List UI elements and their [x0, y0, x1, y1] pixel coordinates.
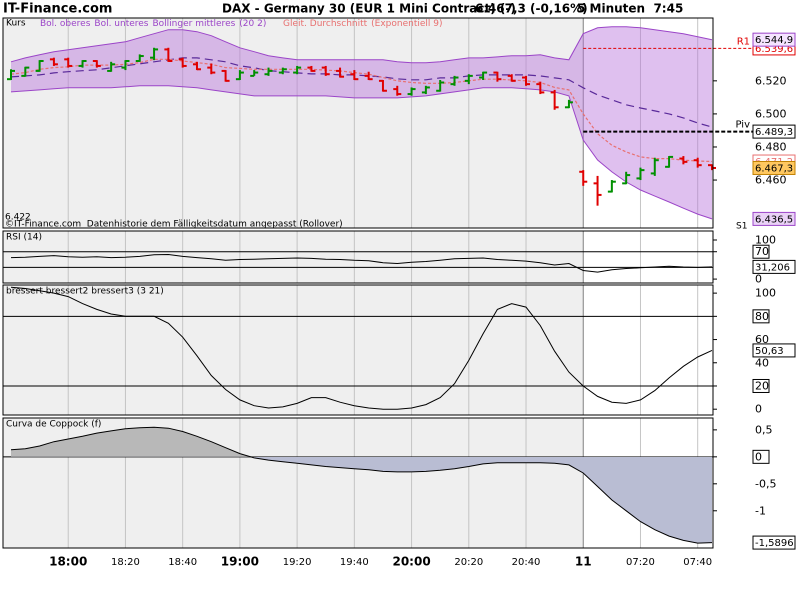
indicator-line	[10, 426, 713, 544]
y-tick-label: 40	[755, 356, 769, 369]
indicator-line	[10, 85, 713, 220]
x-tick-label: 20:40	[512, 557, 541, 568]
indicator-line	[10, 57, 713, 128]
panel-border	[2, 284, 714, 416]
y-tick-label: 60	[755, 333, 769, 346]
x-tick-label: 19:20	[283, 557, 312, 568]
x-tick-label: 19:40	[340, 557, 369, 568]
last-value-label: 50,63	[755, 346, 784, 357]
y-tick-label: 6.500	[755, 107, 787, 120]
pivot-name: R1	[737, 36, 750, 47]
pivot-name: Piv	[735, 120, 750, 131]
y-tick-box	[752, 244, 770, 259]
panel-label: Curva de Coppock (f)	[6, 420, 101, 430]
plot-background	[3, 18, 584, 228]
price-label: Kurs	[6, 19, 26, 29]
y-tick-label: -0,5	[755, 477, 776, 490]
panel-border	[2, 230, 714, 284]
legend: Gleit. Durchschnitt (Exponentiell 9)	[283, 19, 443, 29]
legend-params: (20 2)	[239, 19, 266, 29]
y-tick-label: 6.480	[755, 140, 787, 153]
x-tick-label: 19:00	[221, 555, 259, 569]
panel-label: bressert bressert2 bressert3 (3 21)	[6, 287, 164, 297]
y-tick-label: 6.520	[755, 74, 787, 87]
quote: 6.467,3 (-0,16%)	[475, 2, 588, 16]
x-tick-label: 20:20	[454, 557, 483, 568]
x-tick-label: 11	[575, 555, 592, 569]
pivot-value: 6.539,6	[755, 44, 793, 55]
panel-border	[2, 17, 714, 229]
y-tick-label: -1	[755, 504, 766, 517]
y-tick-label: 0	[755, 403, 762, 416]
x-tick-label: 18:40	[168, 557, 197, 568]
plot-background	[583, 231, 713, 283]
x-tick-label: 18:00	[49, 555, 87, 569]
last-price-label: 6.467,3	[755, 163, 793, 174]
last-value-label: 6.436,5	[755, 214, 793, 225]
last-value-label-box	[752, 535, 796, 550]
plot-background	[3, 285, 584, 415]
indicator-line	[10, 286, 713, 410]
last-value-label: 31,206	[755, 262, 790, 273]
last-price-label-box	[752, 160, 796, 175]
site-name: IT-Finance.com	[3, 2, 112, 17]
y-tick-box	[752, 449, 770, 464]
y-tick-label: 20	[755, 379, 769, 392]
x-tick-label: 07:20	[626, 557, 655, 568]
legend-entry: Bollinger mittleres	[153, 19, 236, 29]
y-tick-label: 0,5	[755, 423, 773, 436]
indicator-line	[10, 26, 713, 64]
y-tick-label: 100	[755, 233, 776, 246]
x-tick-label: 20:00	[392, 555, 430, 569]
y-tick-label: 0	[755, 273, 762, 286]
legend-params: (Exponentiell 9)	[371, 19, 442, 29]
band-fill	[11, 26, 712, 219]
panel-border	[2, 417, 714, 549]
last-value-label-box	[752, 32, 796, 47]
legend-entry: Bol. unteres	[94, 19, 148, 29]
indicator-line	[10, 58, 713, 163]
plot-background	[583, 285, 713, 415]
x-tick-label: 07:40	[683, 557, 712, 568]
annotation: 6.422	[5, 213, 31, 223]
area-fill	[250, 456, 712, 544]
y-tick-box	[752, 378, 770, 393]
last-value-label-box	[752, 259, 796, 274]
last-value-label: 6.544,9	[755, 35, 793, 46]
indicator-line	[10, 253, 713, 273]
x-tick-label: 18:20	[111, 557, 140, 568]
legend-entry: Gleit. Durchschnitt	[283, 19, 368, 29]
legend-entry: Bol. oberes	[40, 19, 91, 29]
y-tick-box	[752, 309, 770, 324]
last-value-label-box	[752, 211, 796, 226]
y-tick-label: 0	[755, 450, 762, 463]
y-tick-label: 100	[755, 287, 776, 300]
interval: 5 Minuten 7:45	[577, 2, 683, 16]
y-tick-label: 6.460	[755, 174, 787, 187]
pivot-value: 6.489,3	[755, 127, 793, 138]
chart-title: DAX - Germany 30 (EUR 1 Mini Contract) (…	[222, 2, 516, 16]
y-tick-label: 70	[755, 245, 769, 258]
last-value-label: -1,5896	[755, 538, 794, 549]
area-fill	[11, 427, 712, 457]
pivot-value-box	[752, 124, 796, 139]
annotation: ©IT-Finance.com Datenhistorie dem Fällig…	[5, 220, 343, 230]
legend: Bol. oberes Bol. unteres Bollinger mittler…	[40, 19, 266, 29]
y-tick-label: 80	[755, 310, 769, 323]
last-value-label-box	[752, 343, 796, 358]
panel-label: RSI (14)	[6, 233, 42, 243]
annotation: S1	[736, 222, 747, 232]
